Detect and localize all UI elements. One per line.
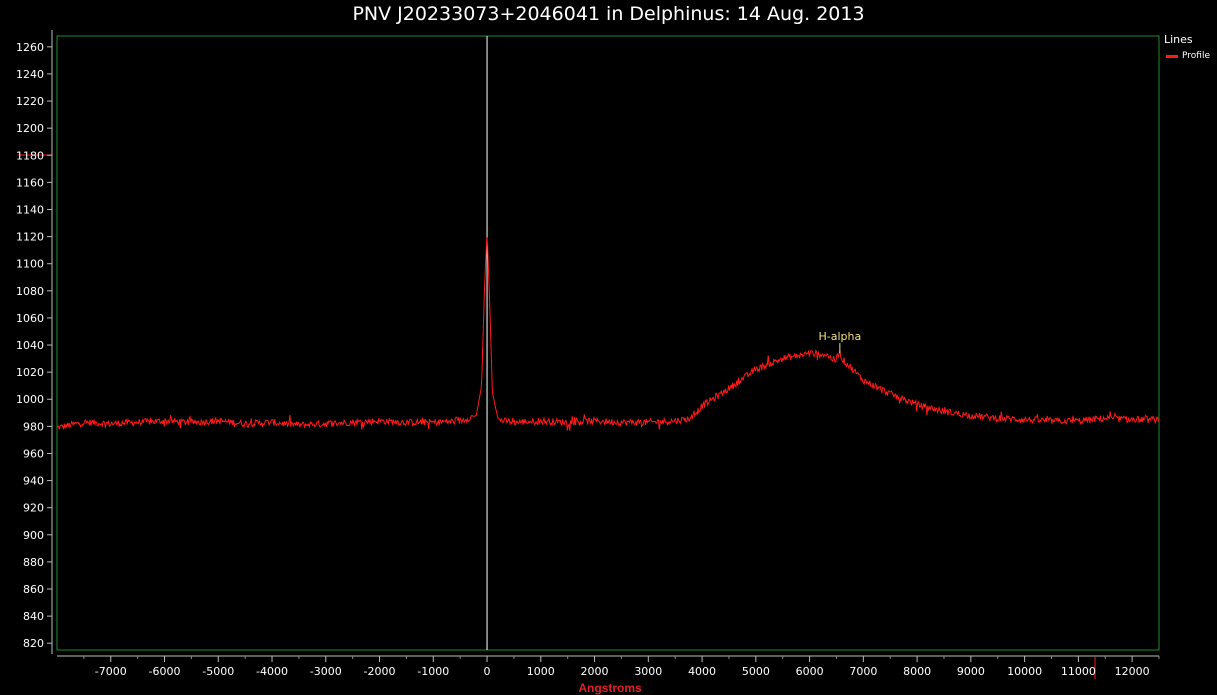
x-tick-label: 8000: [903, 665, 931, 678]
x-tick-label: -7000: [95, 665, 127, 678]
y-axis: 820 840 860 880 900 920 940 960 980 1000 1020 1040 1…: [16, 30, 53, 654]
legend-label-profile: Profile: [1182, 51, 1210, 61]
x-tick-label: 10000: [1007, 665, 1042, 678]
x-tick-label: 12000: [1115, 665, 1150, 678]
x-tick-label: 1000: [527, 665, 555, 678]
y-tick-label: 1020: [16, 366, 44, 379]
x-tick-label: 6000: [796, 665, 824, 678]
y-tick-label: 880: [23, 556, 44, 569]
x-tick-label: 0: [484, 665, 491, 678]
y-tick-label: 1140: [16, 203, 44, 216]
x-tick-label: 5000: [742, 665, 770, 678]
y-tick-label: 1160: [16, 176, 44, 189]
x-tick-label: -5000: [202, 665, 234, 678]
x-tick-label: -3000: [310, 665, 342, 678]
y-tick-label: 840: [23, 610, 44, 623]
plot-area-border: [56, 35, 1160, 651]
x-tick-label: -4000: [256, 665, 288, 678]
x-tick-label: 9000: [957, 665, 985, 678]
x-axis: -7000 -6000 -5000 -4000 -3000 -2000 -1000 0 1000…: [57, 655, 1160, 678]
y-tick-label: 1180: [16, 149, 44, 162]
x-tick-label: -1000: [417, 665, 449, 678]
y-tick-label: 920: [23, 502, 44, 515]
y-tick-label: 900: [23, 529, 44, 542]
legend-title: Lines: [1164, 33, 1193, 46]
y-tick-label: 1000: [16, 393, 44, 406]
x-tick-label: 7000: [849, 665, 877, 678]
x-tick-label: 2000: [581, 665, 609, 678]
y-tick-label: 1080: [16, 285, 44, 298]
chart-title: PNV J20233073+2046041 in Delphinus: 14 A…: [352, 3, 865, 25]
plot-content: H-alpha: [57, 36, 1159, 650]
y-tick-label: 1240: [16, 68, 44, 81]
x-tick-label: 3000: [634, 665, 662, 678]
y-tick-label: 1120: [16, 231, 44, 244]
y-tick-label: 1060: [16, 312, 44, 325]
legend-swatch-profile: [1166, 55, 1178, 58]
annotation-label: H-alpha: [818, 330, 861, 343]
x-tick-label: -2000: [364, 665, 396, 678]
y-tick-label: 1040: [16, 339, 44, 352]
y-tick-label: 1100: [16, 258, 44, 271]
y-tick-label: 820: [23, 637, 44, 650]
x-tick-label: 4000: [688, 665, 716, 678]
y-tick-label: 940: [23, 475, 44, 488]
y-tick-label: 1260: [16, 41, 44, 54]
x-axis-label: Angstroms: [578, 681, 642, 695]
y-tick-label: 1220: [16, 95, 44, 108]
series-line-profile: [57, 237, 1159, 431]
legend-entry-profile: Profile: [1166, 50, 1210, 63]
y-tick-label: 1200: [16, 122, 44, 135]
x-tick-label: -6000: [149, 665, 181, 678]
x-tick-label: 11000: [1061, 665, 1096, 678]
y-tick-label: 960: [23, 447, 44, 460]
y-tick-label: 980: [23, 420, 44, 433]
y-tick-label: 860: [23, 583, 44, 596]
